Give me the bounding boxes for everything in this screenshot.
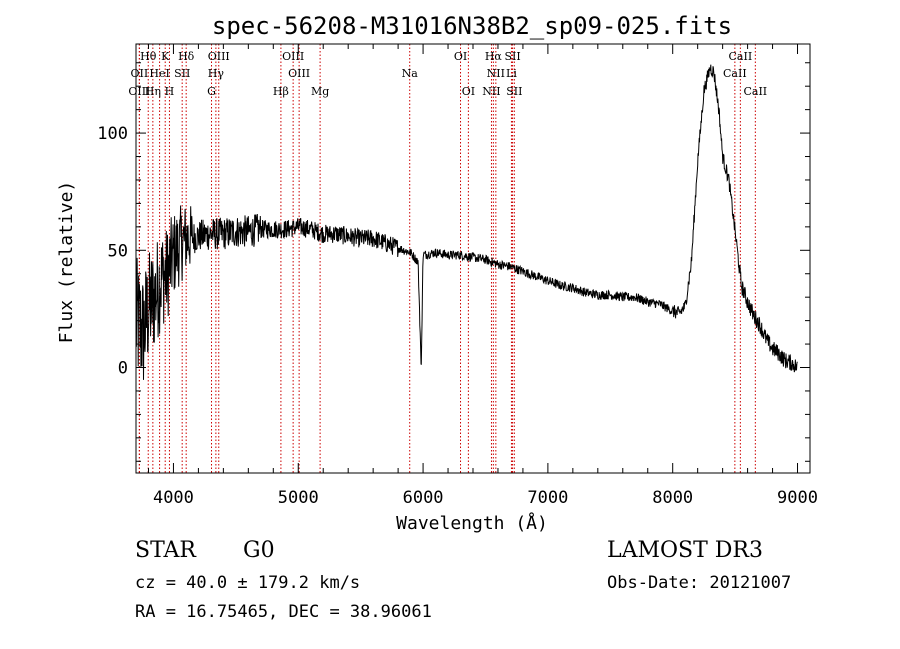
line-label-20: H	[165, 85, 175, 98]
line-label-8: CaII	[729, 50, 753, 63]
line-label-21: G	[207, 85, 216, 98]
line-label-14: Na	[402, 67, 419, 80]
spectrum-line	[135, 64, 798, 380]
line-label-15: NII	[487, 67, 505, 80]
y-tick-label-2: 100	[97, 124, 128, 144]
line-label-6: Hα	[485, 50, 503, 63]
line-label-5: OI	[454, 50, 467, 63]
line-label-11: SII	[174, 67, 190, 80]
line-label-2: Hδ	[178, 50, 195, 63]
line-label-4: OIII	[282, 50, 304, 63]
x-axis-label: Wavelength (Å)	[396, 512, 548, 534]
x-tick-label-1: 5000	[278, 488, 319, 508]
line-label-9: OII	[131, 67, 149, 80]
object-subclass: G0	[243, 538, 275, 563]
line-label-12: Hγ	[208, 67, 225, 80]
survey-name: LAMOST DR3	[607, 538, 763, 563]
x-tick-label-0: 4000	[153, 488, 194, 508]
line-label-26: SII	[506, 85, 522, 98]
y-axis-label: Flux (relative)	[56, 181, 77, 344]
y-tick-label-1: 50	[108, 241, 128, 261]
spectral-line-markers	[138, 44, 756, 473]
redshift-text: cz = 40.0 ± 179.2 km/s	[135, 573, 361, 593]
line-label-22: Hβ	[273, 85, 289, 98]
line-label-18: OIII	[128, 85, 150, 98]
line-label-23: Mg	[311, 85, 329, 98]
line-label-25: NII	[482, 85, 500, 98]
plot-frame	[135, 43, 811, 474]
line-label-1: K	[161, 50, 170, 63]
line-label-3: OIII	[208, 50, 230, 63]
line-label-16: Li	[506, 67, 517, 80]
line-label-17: CaII	[723, 67, 747, 80]
x-tick-label-3: 7000	[527, 488, 568, 508]
line-label-13: OIII	[288, 67, 310, 80]
x-tick-label-4: 8000	[652, 488, 693, 508]
line-label-27: CaII	[743, 85, 767, 98]
obs-date-text: Obs-Date: 20121007	[607, 573, 792, 593]
y-tick-label-0: 0	[118, 359, 128, 379]
line-label-10: HeI	[149, 67, 169, 80]
line-label-7: SII	[504, 50, 520, 63]
chart-title: spec-56208-M31016N38B2_sp09-025.fits	[212, 12, 732, 40]
x-tick-label-2: 6000	[403, 488, 444, 508]
object-class: STAR	[135, 538, 196, 563]
axis-ticks: 4000 5000 6000 7000 8000 9000 0 50 100	[97, 44, 818, 508]
x-tick-label-5: 9000	[777, 488, 818, 508]
line-label-0: Hθ	[140, 50, 157, 63]
line-label-19: Hη	[145, 85, 161, 98]
coordinates-text: RA = 16.75465, DEC = 38.96061	[135, 602, 432, 622]
line-label-24: OI	[462, 85, 475, 98]
